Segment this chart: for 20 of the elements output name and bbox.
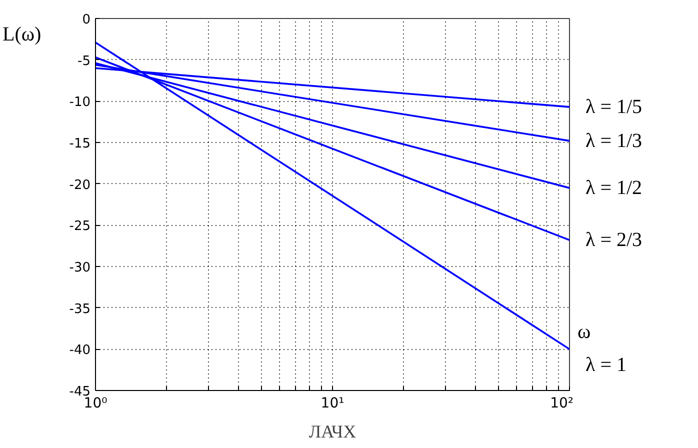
y-tick-label: -30 <box>69 260 90 276</box>
y-tick-label: -20 <box>69 178 90 193</box>
y-axis-title: L(ω) <box>2 24 42 46</box>
series-label: λ = 1/5 <box>586 96 642 118</box>
y-tick-label: -5 <box>78 54 91 69</box>
series-label: λ = 1 <box>586 354 626 376</box>
series-label: λ = 1/3 <box>586 130 642 152</box>
x-tick-label: 10² <box>550 396 574 412</box>
series-label: λ = 1/2 <box>586 176 642 199</box>
x-tick-label: 10⁰ <box>84 396 108 412</box>
y-tick-label: -15 <box>69 136 90 152</box>
series-label: λ = 2/3 <box>586 229 642 252</box>
y-tick-label: -40 <box>69 343 90 358</box>
y-tick-label: -35 <box>69 302 90 317</box>
text: ЛАЧХ <box>308 422 356 442</box>
x-tick-label: 10¹ <box>320 396 344 412</box>
y-tick-label: -10 <box>69 95 90 110</box>
x-axis-title: ω <box>578 321 591 344</box>
y-tick-label: 0 <box>82 12 91 28</box>
y-tick-label: -25 <box>69 219 90 234</box>
